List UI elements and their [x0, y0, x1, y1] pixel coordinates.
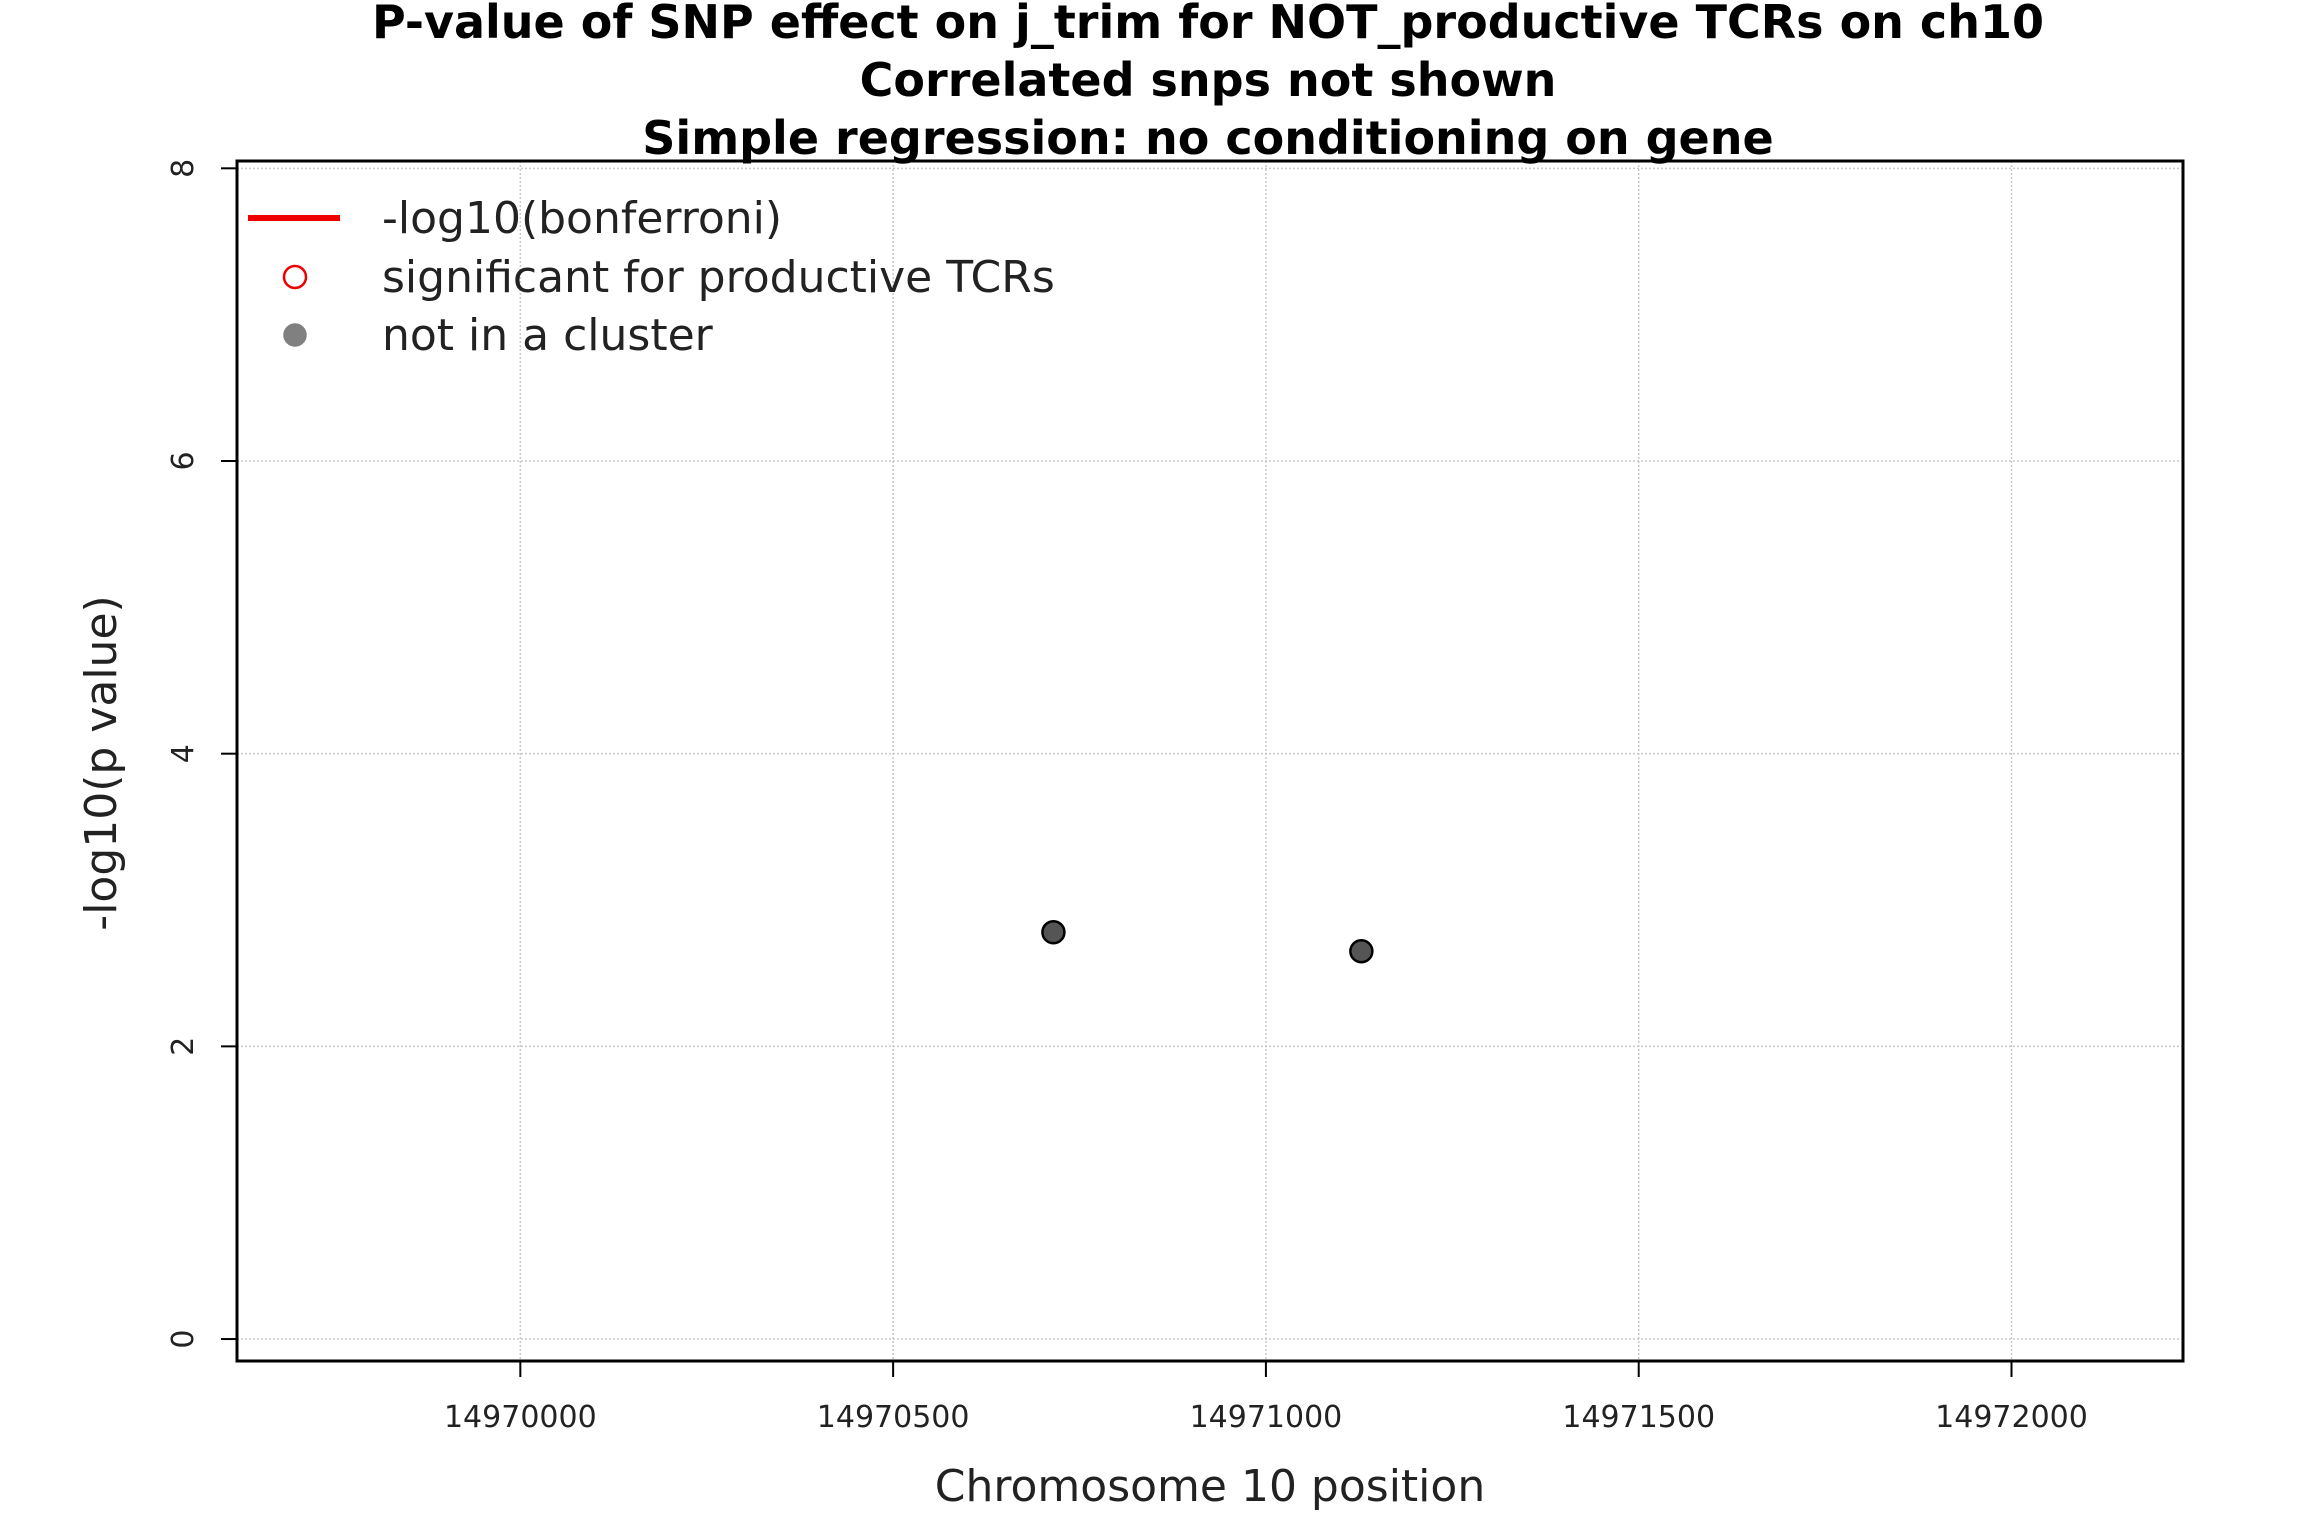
title-line: Correlated snps not shown [860, 53, 1557, 107]
x-tick-label: 14971000 [1190, 1400, 1343, 1435]
data-point [1041, 919, 1066, 945]
x-tick-label: 14970000 [444, 1400, 597, 1435]
y-tick-label: 2 [166, 1037, 201, 1056]
data-points [1041, 919, 1374, 964]
legend-label: -log10(bonferroni) [382, 193, 782, 244]
x-tick-label: 14970500 [817, 1400, 970, 1435]
plot-frame [235, 159, 2185, 1363]
legend-label: not in a cluster [382, 310, 714, 361]
axes: 14970000 14970500 14971000 14971500 14972000… [76, 159, 2185, 1512]
title-line: Simple regression: no conditioning on ge… [642, 111, 1773, 165]
y-tick-label: 6 [166, 451, 201, 470]
x-axis-title: Chromosome 10 position [935, 1461, 1485, 1512]
legend-filled-circle-swatch [283, 323, 307, 347]
x-tick-label: 14971500 [1562, 1400, 1715, 1435]
title-line: P-value of SNP effect on j_trim for NOT_… [372, 0, 2044, 49]
x-tick-label: 14972000 [1935, 1400, 2088, 1435]
y-axis-title: -log10(p value) [76, 595, 127, 930]
grid [237, 161, 2183, 1361]
y-tick-label: 4 [166, 744, 201, 763]
y-tick-label: 8 [166, 159, 201, 178]
legend-open-circle-swatch [282, 264, 308, 290]
legend-label: significant for productive TCRs [382, 252, 1055, 303]
data-point [1349, 938, 1374, 964]
chart-title: P-value of SNP effect on j_trim for NOT_… [372, 0, 2044, 165]
y-tick-label: 0 [166, 1330, 201, 1349]
legend: -log10(bonferroni) significant for produc… [248, 193, 1055, 361]
